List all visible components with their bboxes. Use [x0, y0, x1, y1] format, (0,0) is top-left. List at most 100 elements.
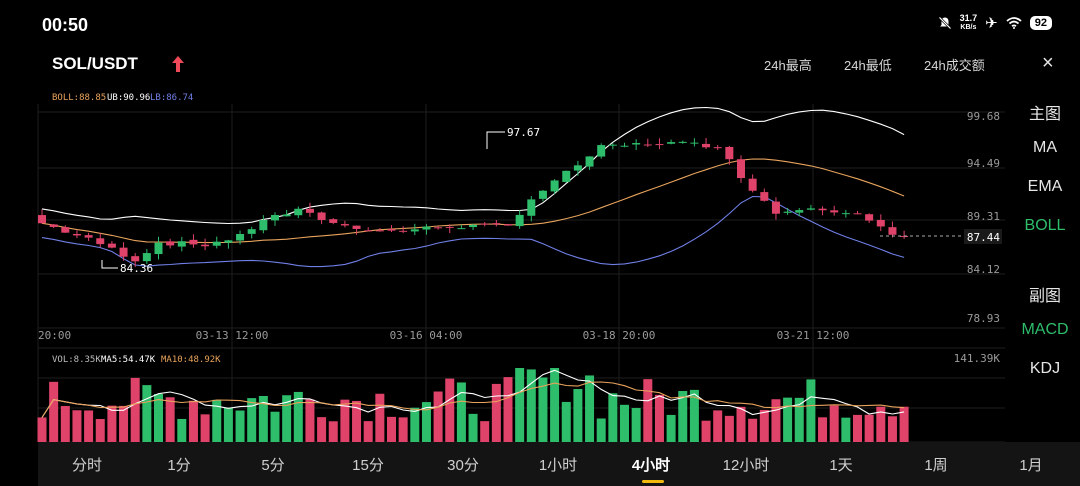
volume-bar	[317, 417, 327, 442]
volume-bar	[247, 398, 257, 442]
volume-bar	[783, 397, 793, 442]
volume-bar	[258, 395, 268, 442]
volume-bar	[748, 418, 758, 442]
min-label: 84.36	[120, 262, 153, 275]
volume-bar	[282, 395, 292, 442]
tab-1d[interactable]: 1天	[829, 457, 853, 474]
boll-middle-band	[41, 158, 905, 244]
candle-body	[399, 230, 408, 232]
y-tick-label: 94.49	[967, 157, 1000, 170]
volume-bar	[270, 411, 280, 442]
candle-body	[504, 224, 512, 226]
boll-legend-mid: BOLL:88.85	[52, 93, 106, 103]
candle-body	[597, 145, 606, 157]
candle-body	[562, 170, 571, 182]
candle-body	[876, 219, 885, 227]
tab-12h[interactable]: 12小时	[722, 457, 770, 474]
pair-title[interactable]: SOL/USDT	[52, 54, 138, 73]
volume-bar	[573, 389, 583, 442]
candle-body	[107, 243, 116, 248]
tab-1M[interactable]: 1月	[1019, 457, 1043, 474]
close-icon[interactable]: ×	[1042, 52, 1054, 74]
candle-body	[480, 223, 489, 225]
candle-body	[492, 223, 501, 225]
net-speed: 31.7 KB/s	[959, 13, 978, 32]
volume-bar	[713, 410, 723, 442]
volume-bar	[95, 419, 105, 442]
candle-body	[131, 256, 140, 262]
indicator-ma[interactable]: MA	[1033, 139, 1057, 156]
candle-body	[305, 208, 314, 213]
tab-1h[interactable]: 1小时	[538, 457, 578, 474]
volume-bar	[608, 393, 618, 442]
candle-body	[632, 143, 641, 145]
volume-bar	[352, 400, 362, 442]
volume-bar	[212, 399, 222, 442]
sub-chart-title: 副图	[1028, 288, 1061, 305]
volume-bar	[620, 404, 629, 442]
volume-bar	[468, 413, 478, 442]
indicator-macd[interactable]: MACD	[1021, 321, 1069, 338]
tab-4h[interactable]: 4小时	[631, 457, 671, 474]
candle-body	[201, 244, 210, 247]
volume-bar	[107, 405, 117, 442]
volume-bar	[375, 393, 385, 442]
candle-body	[841, 213, 850, 215]
tab-1w[interactable]: 1周	[924, 457, 948, 474]
tab-timeline[interactable]: 分时	[71, 457, 103, 474]
volume-ma5-line	[41, 369, 905, 418]
candle-body	[608, 144, 617, 146]
last-price-label: 87.44	[967, 231, 1000, 244]
candle-body	[795, 210, 804, 213]
volume-bar	[806, 379, 816, 442]
status-icons: 31.7 KB/s ✈ 92	[938, 14, 1052, 32]
candlestick-chart[interactable]: BOLL:88.85 UB:90.96 LB:86.74 99.68 94.49…	[0, 86, 1010, 442]
volume-bar	[794, 397, 804, 442]
volume-bar	[666, 414, 676, 442]
tab-5m[interactable]: 5分	[261, 457, 285, 474]
candle-body	[189, 239, 198, 245]
candle-body	[771, 201, 780, 214]
mute-bell-icon	[938, 16, 951, 30]
volume-bar	[631, 408, 641, 442]
volume-bar	[84, 410, 94, 442]
candle-body	[830, 210, 839, 213]
volume-bar	[771, 399, 781, 442]
volume-bar	[829, 405, 839, 442]
candle-body	[678, 141, 687, 143]
volume-legend-vol: VOL:8.35K	[52, 355, 101, 365]
candle-body	[527, 199, 536, 216]
tab-30m[interactable]: 30分	[447, 457, 479, 474]
volume-ma10-line	[41, 381, 905, 418]
candle-body	[259, 219, 268, 231]
volume-bar	[899, 406, 909, 442]
volume-bar	[654, 394, 664, 442]
candle-body	[352, 225, 361, 229]
tab-1m[interactable]: 1分	[167, 457, 191, 474]
candle-body	[853, 213, 862, 215]
volume-bar	[491, 383, 501, 442]
indicator-kdj[interactable]: KDJ	[1029, 360, 1061, 377]
volume-bar	[445, 378, 455, 442]
arrow-up-icon	[172, 56, 184, 72]
indicator-ema[interactable]: EMA	[1027, 178, 1063, 195]
volume-bar	[49, 381, 59, 442]
volume-bar	[678, 391, 688, 442]
candle-body	[49, 224, 58, 227]
wifi-icon	[1006, 17, 1022, 29]
last-price-tag	[964, 229, 1002, 244]
volume-bar	[433, 391, 443, 442]
volume-bar	[119, 405, 129, 442]
airplane-icon: ✈	[985, 15, 998, 32]
volume-legend-ma5: MA5:54.47K	[101, 355, 156, 365]
volume-bar	[421, 402, 431, 442]
candle-body	[434, 227, 443, 229]
status-bar: 00:50 31.7 KB/s ✈ 92	[0, 0, 1080, 50]
y-tick-label: 89.31	[967, 210, 1000, 223]
candle-body	[643, 144, 652, 146]
candle-body	[573, 165, 582, 171]
tab-15m[interactable]: 15分	[352, 457, 384, 474]
candle-body	[84, 235, 93, 238]
indicator-boll[interactable]: BOLL	[1024, 217, 1066, 234]
y-tick-label: 84.12	[967, 263, 1000, 276]
